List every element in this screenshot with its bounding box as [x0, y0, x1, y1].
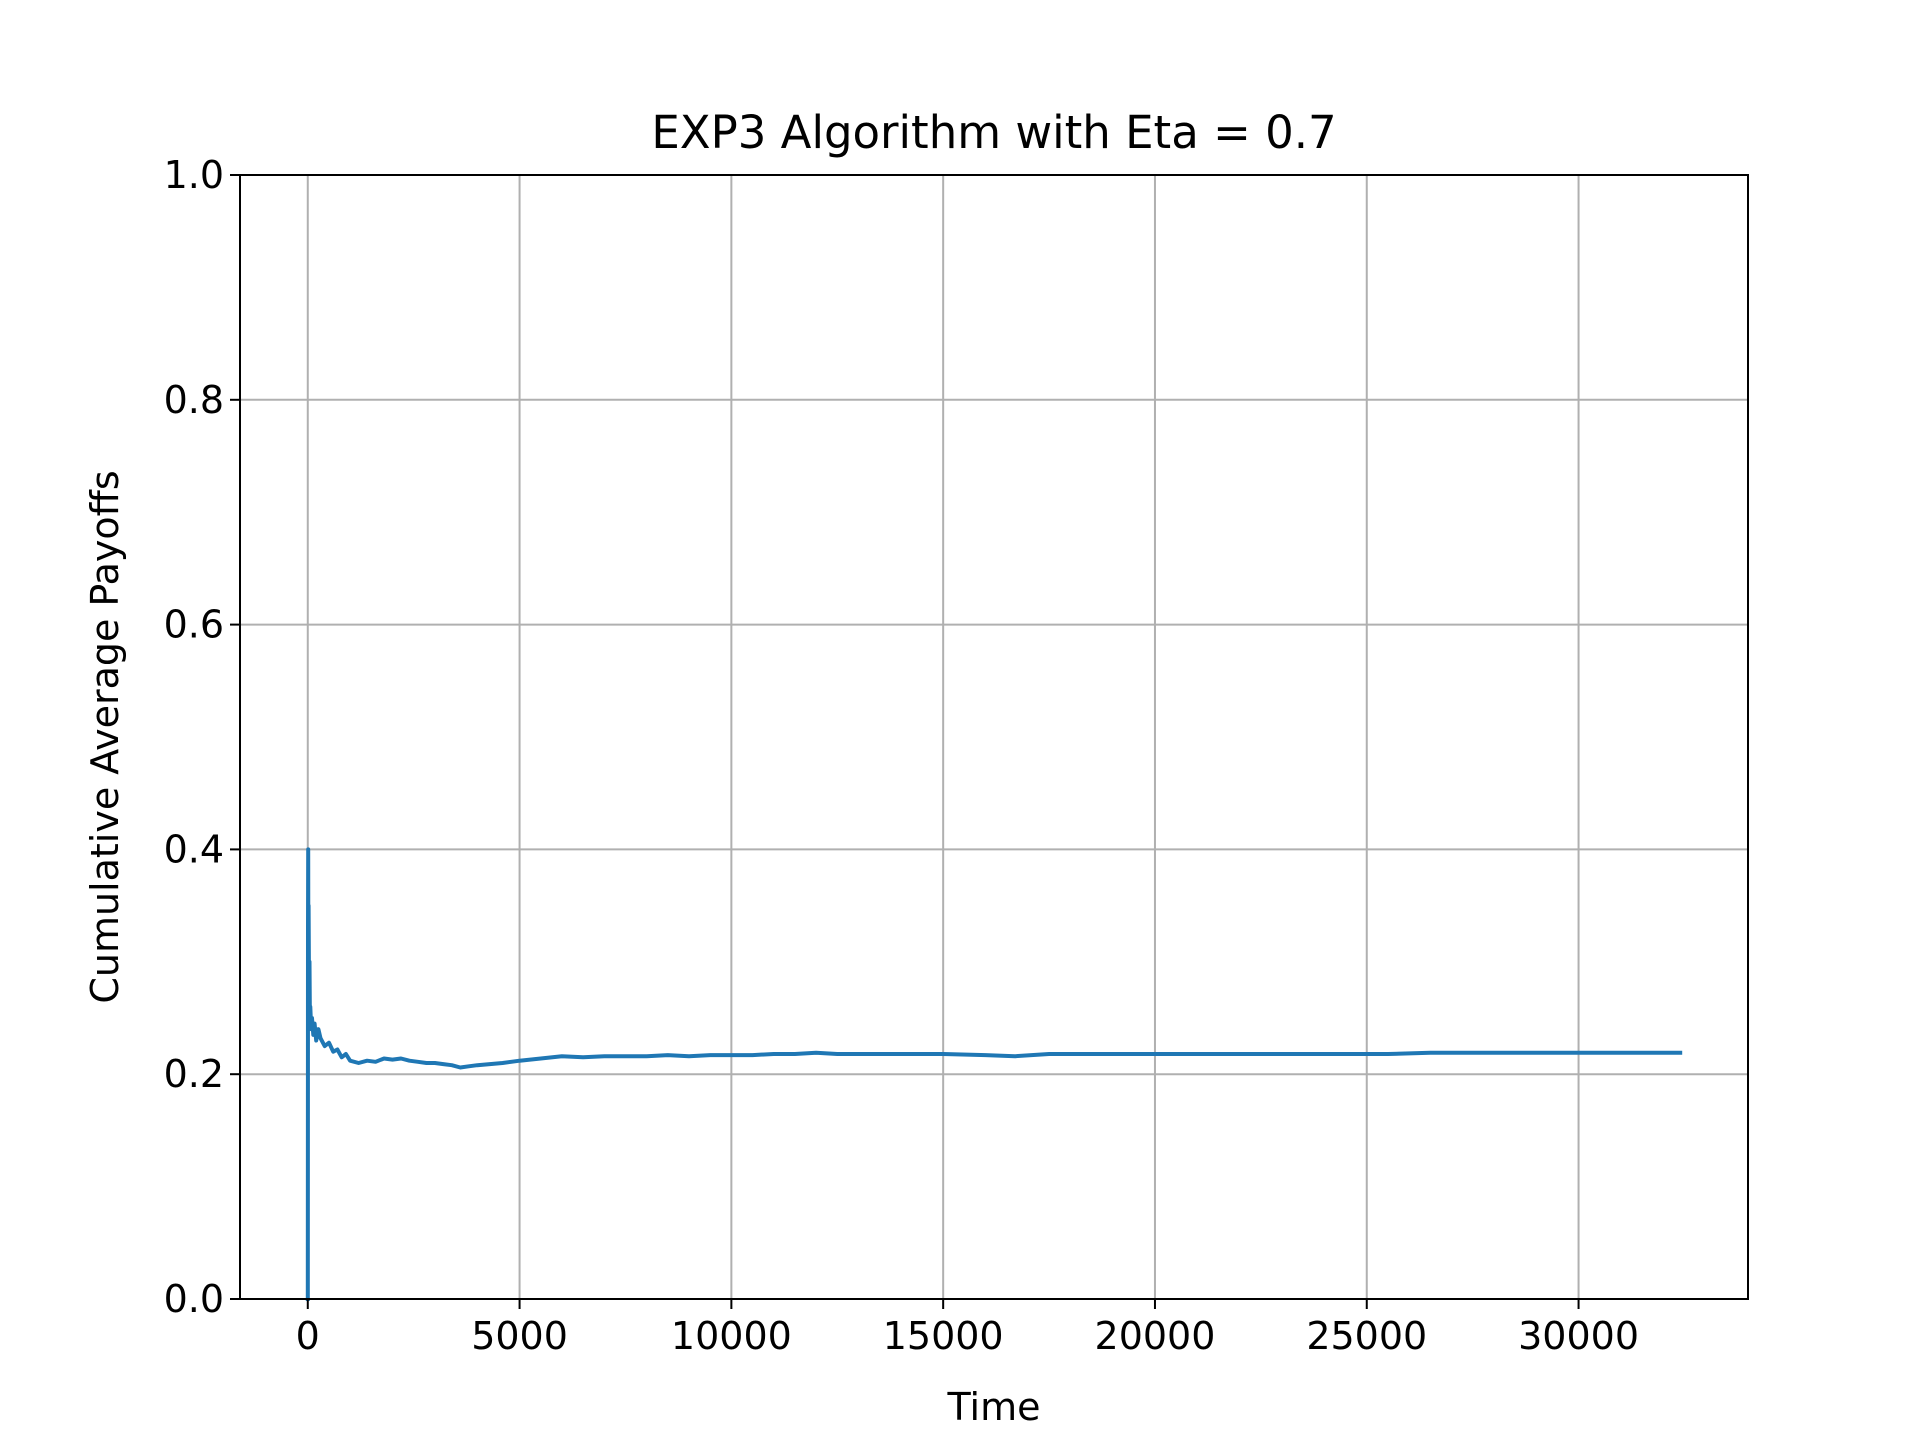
y-tick-label: 0.2 — [164, 1052, 224, 1096]
x-axis-label: Time — [947, 1385, 1041, 1429]
y-axis-label: Cumulative Average Payoffs — [83, 470, 127, 1003]
plot-frame — [239, 174, 1749, 1300]
x-tick-label: 25000 — [1306, 1314, 1427, 1358]
series-layer — [305, 847, 1683, 1302]
x-tick-label: 5000 — [471, 1314, 568, 1358]
ticks: 0 5000 10000 15000 20000 25000 30000 0.0 0.2 0.4 0… — [164, 153, 1639, 1358]
y-tick-label: 0.6 — [164, 603, 224, 647]
series-line — [305, 847, 1683, 1302]
x-tick-label: 20000 — [1095, 1314, 1216, 1358]
plot-area — [240, 175, 1748, 1299]
y-tick-label: 0.4 — [164, 827, 224, 871]
chart-title: EXP3 Algorithm with Eta = 0.7 — [651, 106, 1336, 159]
y-tick-label: 0.8 — [164, 378, 224, 422]
x-tick-label: 30000 — [1518, 1314, 1639, 1358]
y-tick-label: 1.0 — [164, 153, 224, 197]
x-tick-label: 0 — [296, 1314, 320, 1358]
y-tick-label: 0.0 — [164, 1277, 224, 1321]
x-tick-label: 15000 — [883, 1314, 1004, 1358]
x-tick-label: 10000 — [671, 1314, 792, 1358]
